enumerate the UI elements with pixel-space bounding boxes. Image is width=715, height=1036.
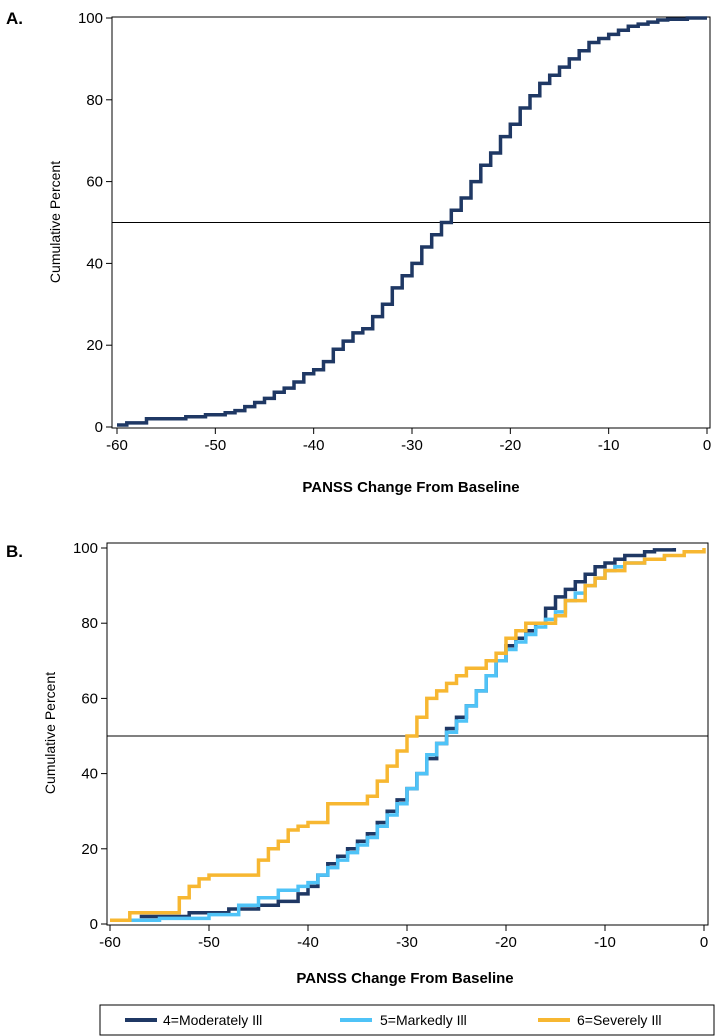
legend-item-markedly-ill: 5=Markedly Ill <box>340 1012 467 1028</box>
panel-b-y-ticks: 0 20 40 60 80 100 <box>73 540 107 933</box>
panel-b-x-ticks: -60 -50 -40 -30 -20 -10 0 <box>99 925 708 951</box>
series-line-severely-ill <box>110 548 706 922</box>
x-tick-label: 0 <box>700 934 708 951</box>
legend-item-moderately-ill: 4=Moderately Ill <box>125 1012 262 1028</box>
x-tick-label: -60 <box>99 934 121 951</box>
legend-label: 6=Severely Ill <box>577 1012 661 1028</box>
panel-b-label: B. <box>6 542 23 561</box>
x-tick-label: -30 <box>401 437 423 454</box>
panel-a-y-axis-label: Cumulative Percent <box>47 161 63 283</box>
x-tick-label: 0 <box>703 437 711 454</box>
y-tick-label: 60 <box>81 690 98 707</box>
series-line-markedly-ill <box>119 555 667 922</box>
y-tick-label: 0 <box>95 419 103 436</box>
panel-a-label: A. <box>6 9 23 28</box>
x-tick-label: -20 <box>495 934 517 951</box>
x-tick-label: -50 <box>204 437 226 454</box>
y-tick-label: 100 <box>73 540 98 557</box>
x-tick-label: -20 <box>499 437 521 454</box>
y-tick-label: 20 <box>86 337 103 354</box>
panel-b-chart: B. -60 -50 -40 -30 -20 -10 0 0 20 40 60 80 100 PANS… <box>6 540 709 987</box>
panel-a-x-ticks: -60 -50 -40 -30 -20 -10 0 <box>106 428 711 454</box>
x-tick-label: -10 <box>598 437 620 454</box>
y-tick-label: 40 <box>81 766 98 783</box>
x-tick-label: -40 <box>297 934 319 951</box>
legend-item-severely-ill: 6=Severely Ill <box>538 1012 661 1028</box>
legend-label: 4=Moderately Ill <box>163 1012 262 1028</box>
y-tick-label: 80 <box>81 615 98 632</box>
y-tick-label: 0 <box>90 916 98 933</box>
x-tick-label: -10 <box>594 934 616 951</box>
y-tick-label: 60 <box>86 174 103 191</box>
panel-a-series <box>117 16 707 427</box>
legend-label: 5=Markedly Ill <box>380 1012 467 1028</box>
x-tick-label: -50 <box>198 934 220 951</box>
panel-b-y-axis-label: Cumulative Percent <box>42 672 58 794</box>
panel-a-chart: A. -60 -50 -40 -30 -20 -10 0 0 20 40 60 80 100 PANS… <box>6 9 711 496</box>
y-tick-label: 20 <box>81 841 98 858</box>
series-line-overall <box>117 16 707 427</box>
y-tick-label: 40 <box>86 255 103 272</box>
x-tick-label: -40 <box>303 437 325 454</box>
legend: 4=Moderately Ill 5=Markedly Ill 6=Severe… <box>99 1004 715 1036</box>
legend-frame <box>99 1004 715 1036</box>
y-tick-label: 100 <box>78 10 103 27</box>
series-line-moderately-ill <box>139 548 677 919</box>
panel-a-y-ticks: 0 20 40 60 80 100 <box>78 10 112 436</box>
panel-b-x-axis-label: PANSS Change From Baseline <box>296 970 513 987</box>
panel-a-x-axis-label: PANSS Change From Baseline <box>302 479 519 496</box>
x-tick-label: -60 <box>106 437 128 454</box>
panel-b-series <box>110 548 706 922</box>
panel-b-plot-frame <box>106 542 709 926</box>
x-tick-label: -30 <box>396 934 418 951</box>
y-tick-label: 80 <box>86 92 103 109</box>
